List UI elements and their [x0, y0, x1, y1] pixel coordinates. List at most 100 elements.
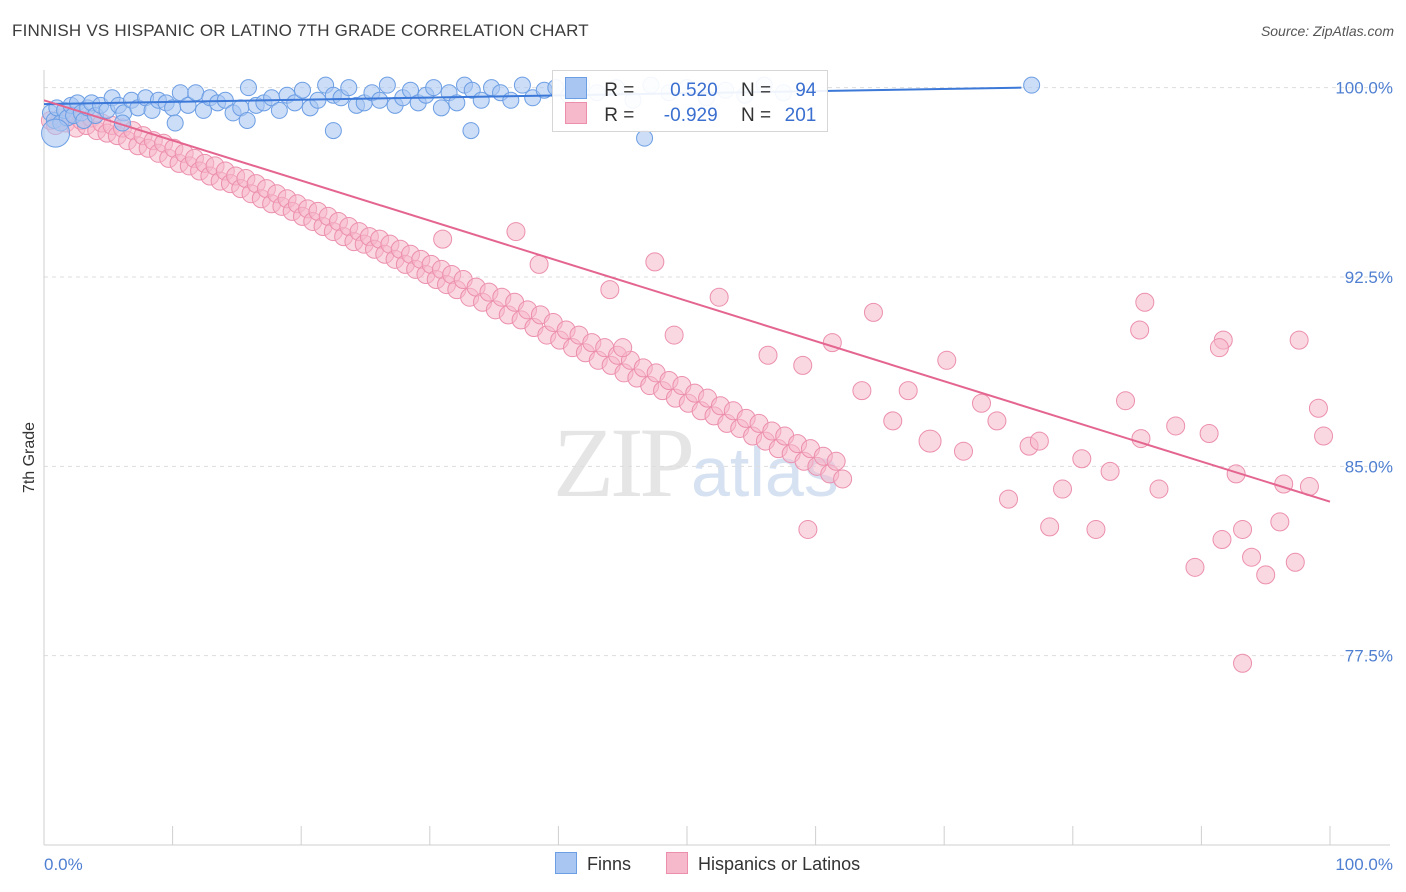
- hispanics-point: [1086, 519, 1106, 539]
- hispanics-point: [1274, 474, 1294, 494]
- hispanics-point: [758, 345, 778, 365]
- source-label: Source: ZipAtlas.com: [1260, 23, 1394, 39]
- hispanics-point: [506, 222, 526, 242]
- finns-legend-label: Finns: [587, 854, 632, 874]
- hispanics-point: [1308, 398, 1328, 418]
- hispanics-legend-label: Hispanics or Latinos: [698, 854, 861, 874]
- finns-point: [462, 122, 480, 140]
- hispanics-point: [1149, 479, 1169, 499]
- finns-n-label: N =: [740, 80, 772, 101]
- hispanics-point: [433, 229, 453, 249]
- y-tick-label: 100.0%: [1335, 79, 1393, 98]
- finns-r-label: R =: [604, 80, 635, 101]
- stats-legend: R = 0.520 N = 94 R = -0.929 N = 201: [552, 70, 828, 132]
- hispanics-point: [1242, 547, 1262, 567]
- hispanics-point: [953, 441, 973, 461]
- hispanics-point: [1053, 479, 1073, 499]
- hispanics-n-label: N =: [740, 105, 772, 126]
- hispanics-point: [999, 489, 1018, 509]
- x-tick-label-max: 100.0%: [1335, 855, 1393, 874]
- finns-point: [41, 118, 71, 148]
- hispanics-point: [1185, 557, 1205, 577]
- hispanics-point: [1029, 431, 1049, 451]
- hispanics-point: [1226, 464, 1246, 484]
- hispanics-point: [833, 469, 853, 489]
- hispanics-point: [793, 355, 813, 375]
- hispanics-legend-swatch: [666, 852, 689, 874]
- x-tick-label-min: 0.0%: [44, 855, 83, 874]
- hispanics-point: [898, 381, 918, 401]
- hispanics-points: [40, 105, 1334, 673]
- hispanics-point: [1233, 653, 1253, 673]
- hispanics-point: [600, 280, 620, 300]
- finns-point: [293, 81, 311, 99]
- hispanics-point: [798, 519, 818, 539]
- hispanics-point: [826, 451, 846, 471]
- hispanics-point: [1072, 449, 1092, 469]
- hispanics-point: [613, 338, 633, 358]
- hispanics-r-value: -0.929: [663, 105, 718, 126]
- hispanics-point: [1199, 424, 1219, 444]
- finns-point: [340, 79, 358, 97]
- hispanics-point: [971, 393, 991, 413]
- finns-n-value: 94: [795, 80, 817, 101]
- hispanics-point: [709, 287, 729, 307]
- finns-point: [448, 94, 466, 112]
- finns-swatch: [565, 77, 587, 99]
- trend-lines: [43, 86, 1331, 503]
- hispanics-point: [1166, 416, 1186, 436]
- series-legend: Finns Hispanics or Latinos: [555, 852, 890, 875]
- finns-legend-swatch: [555, 852, 577, 874]
- chart-title: FINNISH VS HISPANIC OR LATINO 7TH GRADE …: [12, 21, 589, 40]
- hispanics-point: [1289, 330, 1309, 350]
- y-tick-label: 92.5%: [1345, 268, 1393, 287]
- finns-point: [166, 114, 184, 132]
- hispanics-point: [883, 411, 903, 431]
- hispanics-point: [529, 254, 549, 274]
- finns-point: [636, 129, 654, 147]
- hispanics-point: [1314, 426, 1334, 446]
- hispanics-point: [1233, 519, 1253, 539]
- finns-point: [432, 99, 450, 117]
- hispanics-point: [863, 302, 883, 322]
- hispanics-point: [1256, 565, 1276, 585]
- finns-point: [502, 91, 520, 109]
- legend-item-finns[interactable]: Finns: [555, 852, 631, 875]
- finns-point: [324, 122, 342, 140]
- hispanics-point: [1116, 391, 1136, 411]
- y-tick-label: 85.0%: [1345, 457, 1393, 476]
- axes: [43, 70, 1390, 846]
- legend-item-hispanics[interactable]: Hispanics or Latinos: [666, 852, 860, 875]
- legend-row-finns: R = 0.520 N = 94: [565, 77, 816, 103]
- legend-row-hispanics: R = -0.929 N = 201: [565, 102, 816, 128]
- hispanics-point: [1285, 552, 1305, 572]
- hispanics-point: [937, 350, 957, 370]
- hispanics-point: [1100, 461, 1120, 481]
- hispanics-point: [987, 411, 1007, 431]
- hispanics-point: [1130, 320, 1150, 340]
- hispanics-swatch: [565, 102, 587, 124]
- finns-point: [425, 79, 443, 97]
- hispanics-point: [1212, 530, 1232, 550]
- finns-point: [238, 111, 256, 129]
- watermark-zip: ZIP: [553, 407, 695, 518]
- finns-point: [513, 76, 531, 94]
- finns-trend-line: [43, 86, 1022, 106]
- hispanics-point: [852, 381, 872, 401]
- finns-point: [1023, 76, 1041, 94]
- finns-point: [371, 91, 389, 109]
- hispanics-point: [645, 252, 665, 272]
- finns-point: [187, 84, 205, 102]
- y-axis-title: 7th Grade: [21, 422, 38, 493]
- y-tick-label: 77.5%: [1345, 647, 1393, 666]
- hispanics-point: [1209, 338, 1229, 358]
- hispanics-point: [1270, 512, 1290, 532]
- finns-r-value: 0.520: [670, 80, 718, 101]
- finns-points: [41, 76, 1041, 148]
- hispanics-point: [1040, 517, 1060, 537]
- axis-labels: 100.0% 92.5% 85.0% 77.5% 0.0% 100.0% 7th Grade: [21, 79, 1393, 874]
- finns-point: [378, 76, 396, 94]
- hispanics-trend-line: [43, 99, 1331, 503]
- hispanics-n-value: 201: [784, 105, 817, 126]
